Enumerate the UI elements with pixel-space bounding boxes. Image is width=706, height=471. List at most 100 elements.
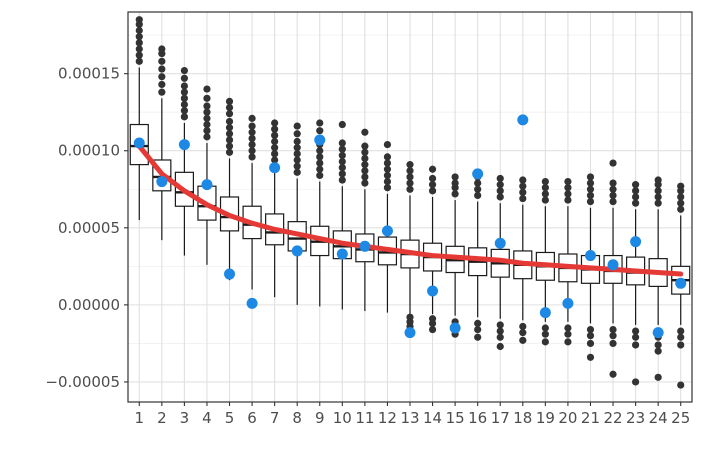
- outlier-point: [654, 341, 662, 349]
- outlier-point: [248, 134, 256, 143]
- x-tick-label: 18: [513, 409, 532, 427]
- outlier-point: [586, 191, 595, 200]
- outlier-point: [203, 85, 211, 93]
- x-tick-label: 14: [423, 409, 442, 427]
- x-tick-label: 10: [333, 409, 352, 427]
- outlier-point: [316, 165, 324, 173]
- outlier-point: [428, 319, 437, 327]
- outlier-point: [406, 161, 414, 169]
- observed-point: [652, 327, 664, 339]
- observed-point: [269, 162, 281, 174]
- x-tick-label: 24: [649, 409, 668, 427]
- outlier-point: [180, 66, 188, 75]
- x-tick-label: 16: [468, 409, 487, 427]
- outlier-point: [586, 353, 595, 361]
- outlier-point: [677, 333, 685, 341]
- x-tick-label: 7: [270, 409, 280, 427]
- outlier-point: [632, 378, 640, 386]
- x-tick-label: 22: [603, 409, 622, 427]
- box-7: [265, 119, 285, 298]
- outlier-point: [541, 338, 549, 346]
- outlier-point: [609, 339, 617, 348]
- outlier-point: [519, 176, 527, 184]
- outlier-point: [677, 205, 685, 213]
- outlier-point: [609, 191, 617, 200]
- outlier-point: [677, 182, 685, 190]
- outlier-point: [361, 179, 369, 187]
- outlier-point: [428, 181, 437, 189]
- outlier-point: [338, 151, 346, 159]
- outlier-point: [519, 322, 527, 331]
- outlier-point: [586, 339, 595, 348]
- observed-point: [336, 248, 348, 260]
- outlier-point: [158, 57, 166, 65]
- outlier-point: [180, 82, 188, 90]
- outlier-point: [271, 150, 279, 158]
- outlier-point: [316, 127, 324, 135]
- observed-point: [314, 134, 326, 146]
- outlier-point: [338, 176, 346, 184]
- outlier-point: [180, 100, 188, 109]
- outlier-point: [519, 329, 527, 337]
- outlier-point: [609, 159, 617, 167]
- outlier-point: [632, 199, 640, 207]
- outlier-point: [361, 142, 369, 150]
- outlier-point: [406, 173, 414, 181]
- outlier-point: [225, 103, 234, 112]
- outlier-point: [248, 147, 256, 155]
- x-tick-label: 21: [581, 409, 600, 427]
- outlier-point: [654, 373, 662, 381]
- observed-point: [539, 307, 551, 319]
- outlier-point: [383, 165, 392, 173]
- x-tick-label: 17: [491, 409, 510, 427]
- x-tick-label: 1: [135, 409, 145, 427]
- x-tick-label: 3: [180, 409, 190, 427]
- outlier-point: [180, 94, 188, 102]
- outlier-point: [271, 156, 279, 164]
- outlier-point: [293, 162, 301, 170]
- observed-point: [246, 297, 258, 309]
- y-tick-label: 0.00005: [58, 219, 120, 237]
- observed-point: [178, 139, 190, 151]
- outlier-point: [338, 139, 346, 147]
- outlier-point: [203, 94, 211, 102]
- outlier-point: [135, 26, 143, 35]
- outlier-point: [428, 165, 437, 173]
- outlier-point: [519, 194, 527, 203]
- points-layer: [133, 114, 687, 339]
- outlier-point: [541, 190, 549, 198]
- outlier-point: [293, 168, 301, 176]
- outlier-point: [271, 137, 279, 146]
- outlier-point: [361, 161, 369, 169]
- outlier-point: [271, 144, 279, 152]
- outlier-point: [316, 171, 324, 179]
- outlier-point: [225, 110, 234, 118]
- outlier-point: [225, 117, 234, 126]
- outlier-point: [383, 177, 392, 186]
- outlier-point: [677, 381, 685, 389]
- outlier-point: [338, 170, 346, 178]
- outlier-point: [451, 190, 459, 198]
- box-6: [242, 114, 262, 290]
- outlier-point: [338, 164, 346, 172]
- outlier-point: [586, 325, 595, 334]
- y-tick-label: 0.00015: [58, 65, 120, 83]
- outlier-point: [609, 185, 617, 193]
- outlier-point: [383, 171, 392, 179]
- outlier-point: [271, 119, 279, 127]
- outlier-point: [361, 167, 369, 175]
- outlier-point: [632, 187, 640, 195]
- trend-curve-layer: [136, 143, 684, 277]
- outlier-point: [316, 119, 324, 127]
- outlier-point: [586, 173, 595, 181]
- outlier-point: [496, 321, 504, 329]
- observed-point: [449, 322, 461, 334]
- outlier-point: [180, 113, 188, 121]
- outlier-point: [632, 333, 640, 341]
- outlier-point: [564, 324, 572, 332]
- outlier-point: [428, 187, 437, 195]
- outlier-point: [158, 88, 166, 96]
- outlier-point: [474, 185, 482, 193]
- outlier-point: [361, 154, 369, 163]
